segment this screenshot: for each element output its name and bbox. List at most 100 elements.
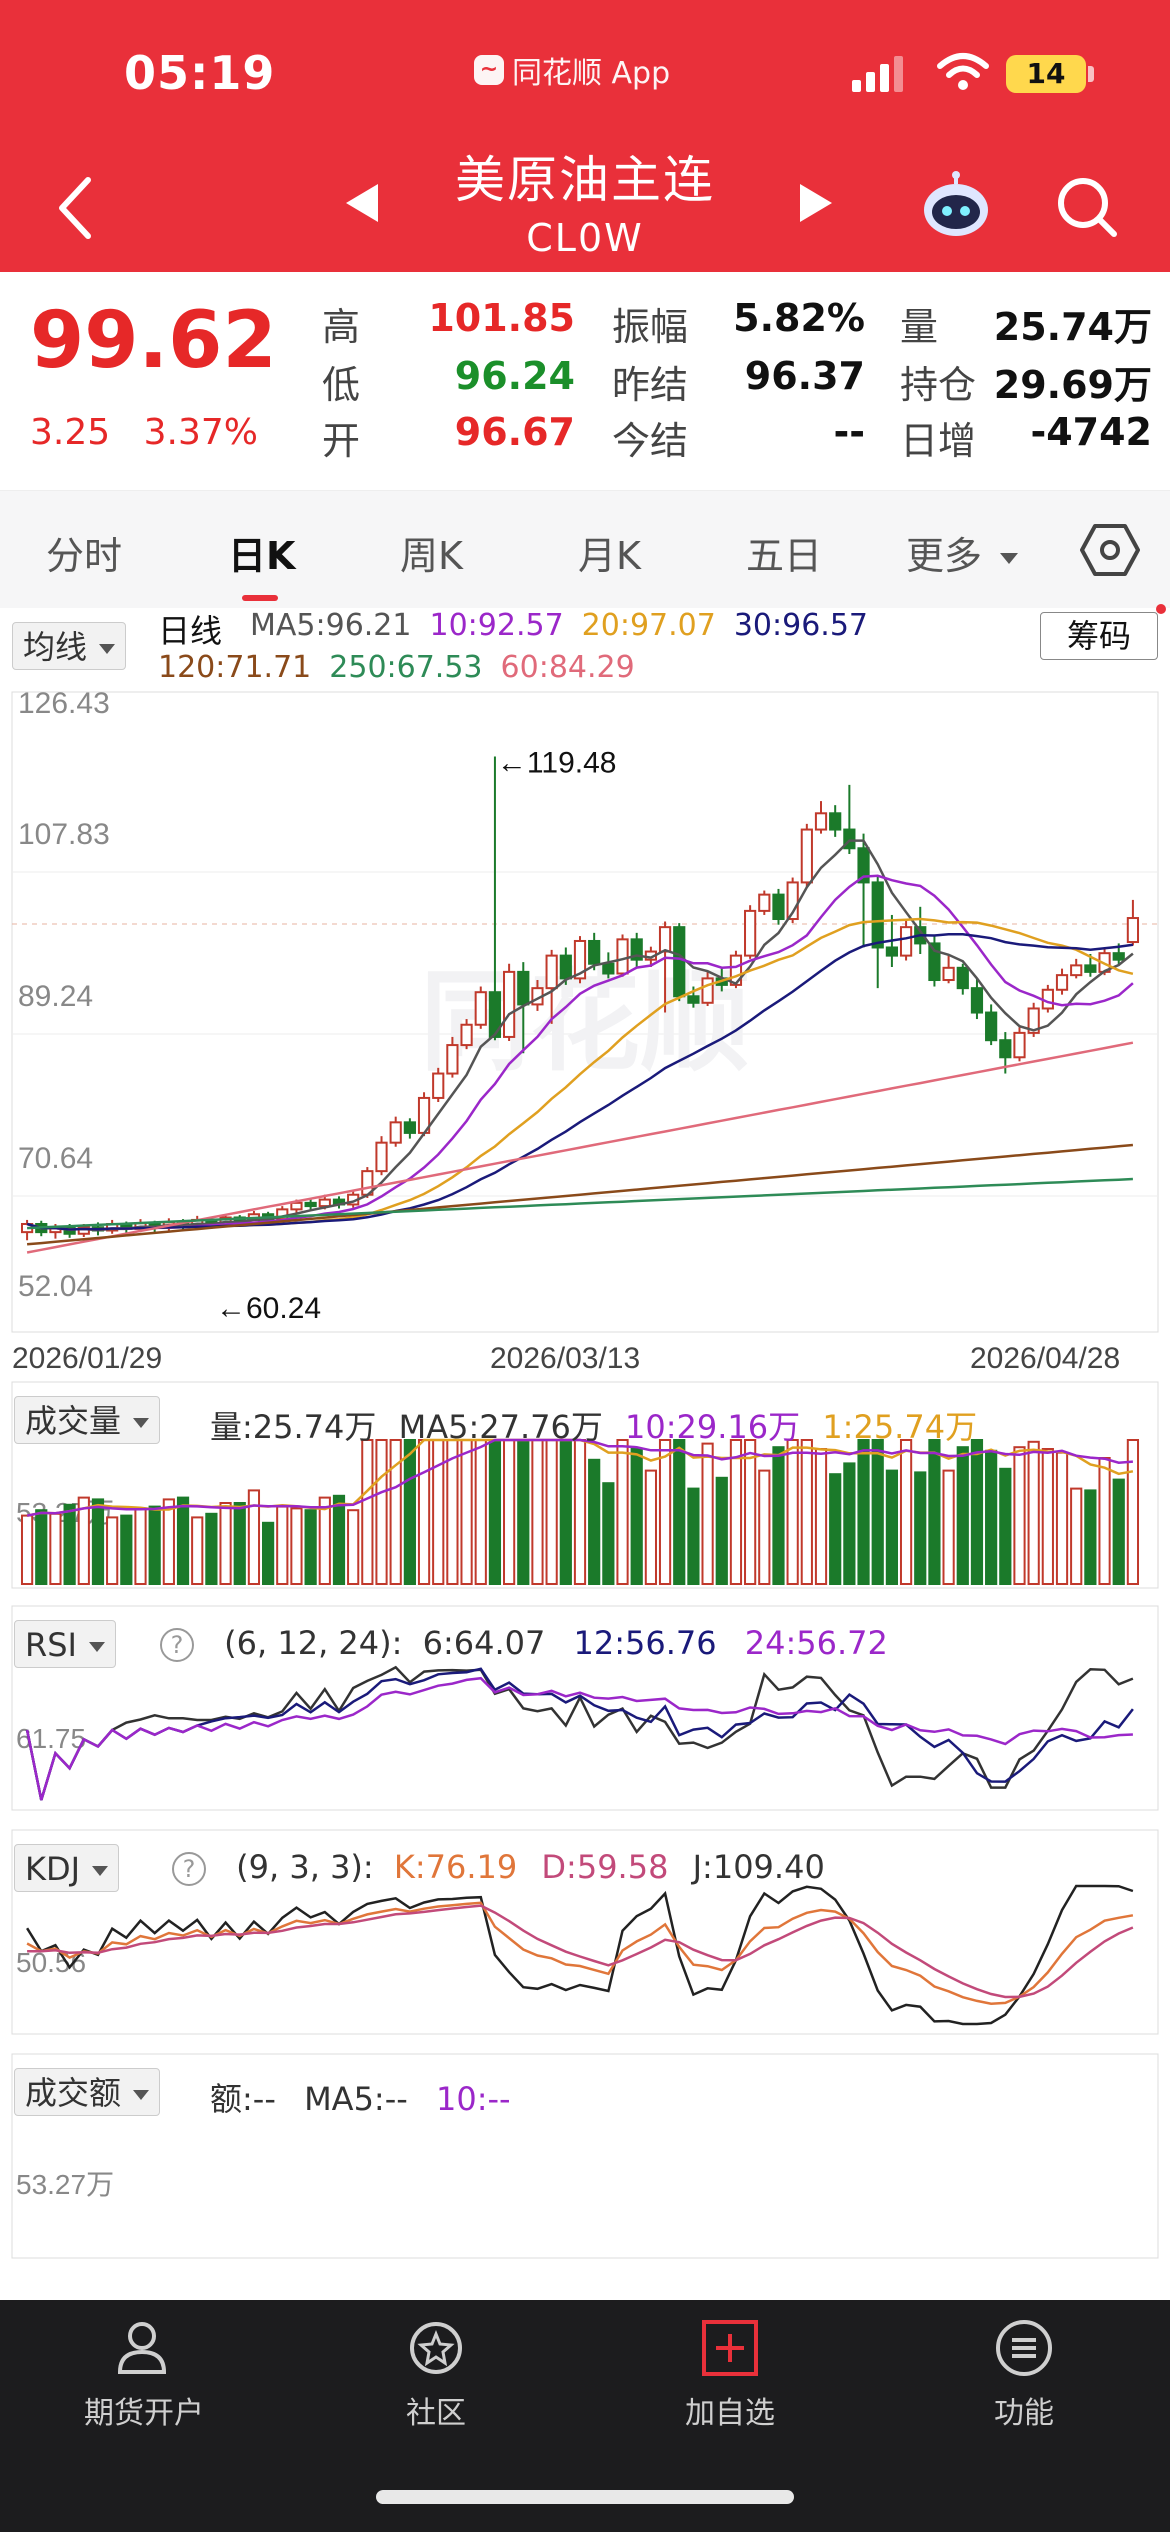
volume-bar xyxy=(134,1507,147,1586)
status-time: 05:19 xyxy=(124,46,276,100)
last-price: 99.62 xyxy=(30,296,277,386)
candle-body xyxy=(772,893,785,921)
candle-body xyxy=(474,991,487,1026)
candle-body xyxy=(1013,1031,1026,1059)
candle-body xyxy=(758,893,771,912)
low-price-label: ←60.24 xyxy=(216,1292,321,1325)
volume-bar xyxy=(715,1476,728,1586)
nav-functions[interactable]: 功能 xyxy=(924,2316,1124,2432)
volume-bar xyxy=(63,1503,76,1586)
volume-bar xyxy=(106,1516,119,1586)
kline-chart-canvas[interactable]: 126.43 107.83 89.24 70.64 52.04 同花顺 ←119.48 ←60… xyxy=(0,0,1170,2300)
app-logo-icon: ~ xyxy=(474,55,504,85)
tab-timeshare[interactable]: 分时 xyxy=(46,534,123,578)
volume-bar xyxy=(800,1439,813,1585)
help-icon[interactable]: ? xyxy=(160,1628,194,1662)
volume-bar xyxy=(332,1494,346,1586)
chip-distribution-button[interactable]: 筹码 xyxy=(1040,612,1158,660)
volume-ma10-line xyxy=(26,1438,1133,1517)
volume-bar xyxy=(970,1439,984,1585)
caret-down-icon xyxy=(99,644,116,654)
volume-bar xyxy=(503,1439,516,1585)
volume-bar xyxy=(928,1439,941,1585)
rsi6-line xyxy=(25,1665,1134,1801)
next-contract-button[interactable] xyxy=(796,180,836,226)
volume-ma-last: 1:25.74万 xyxy=(822,1408,978,1446)
candle-body xyxy=(63,1227,76,1235)
volume-bar xyxy=(531,1439,544,1585)
contract-code: CL0W xyxy=(526,216,644,260)
candle-body xyxy=(829,812,842,831)
volume-dropdown[interactable]: 成交量 xyxy=(14,1396,161,1444)
volume-bar xyxy=(205,1512,218,1586)
candle-body xyxy=(985,1011,998,1042)
settings-hexagon-icon[interactable] xyxy=(1080,520,1140,580)
ma5-line xyxy=(26,839,1134,1232)
volume-bar xyxy=(35,1509,48,1585)
volume-value: 量:25.74万 xyxy=(210,1408,377,1446)
caret-down-icon xyxy=(133,2090,150,2100)
volume-bar xyxy=(999,1467,1012,1586)
candle-body xyxy=(800,828,813,884)
rsi-dropdown[interactable]: RSI xyxy=(14,1620,116,1668)
kdj-dropdown[interactable]: KDJ xyxy=(14,1844,120,1892)
quote-field-value: 101.85 xyxy=(428,296,575,340)
ma-legend-item: 250:67.53 xyxy=(329,650,483,685)
active-tab-indicator xyxy=(242,595,278,601)
help-icon[interactable]: ? xyxy=(172,1852,206,1886)
quote-field-value: 96.67 xyxy=(454,410,575,454)
candle-body xyxy=(616,938,629,975)
back-button[interactable] xyxy=(48,172,104,244)
chevron-down-icon xyxy=(1000,553,1019,564)
date-label: 2026/04/28 xyxy=(970,1342,1120,1375)
caret-down-icon xyxy=(88,1642,105,1652)
tab-five-day[interactable]: 五日 xyxy=(746,534,823,578)
change-percent: 3.37% xyxy=(143,412,258,453)
volume-bar xyxy=(814,1448,828,1585)
volume-bar xyxy=(758,1469,771,1585)
nav-futures-account[interactable]: 期货开户 xyxy=(44,2316,244,2432)
tab-monthly-k[interactable]: 月K xyxy=(578,534,641,578)
candle-body xyxy=(928,942,941,982)
volume-bar xyxy=(460,1439,473,1585)
quote-field-value: -- xyxy=(833,410,865,454)
quote-field-value: 29.69万 xyxy=(993,363,1152,407)
quote-field-label: 高 xyxy=(322,305,361,349)
volume-bar xyxy=(403,1439,416,1585)
price-change: 3.25 3.37% xyxy=(30,412,280,453)
candle-body xyxy=(1126,917,1140,944)
account-icon xyxy=(117,2322,167,2374)
tab-weekly-k[interactable]: 周K xyxy=(400,534,463,578)
candle-body xyxy=(389,1121,402,1144)
caret-down-icon xyxy=(133,1418,150,1428)
ma250-line xyxy=(27,1177,1133,1230)
tab-more[interactable]: 更多 xyxy=(906,525,1019,580)
candle-body xyxy=(446,1044,459,1075)
nav-add-watchlist[interactable]: 加自选 xyxy=(630,2316,830,2432)
ma-legend-item: 20:97.07 xyxy=(581,608,716,643)
menu-icon xyxy=(996,2320,1052,2376)
amount-dropdown[interactable]: 成交额 xyxy=(14,2068,161,2116)
volume-bar xyxy=(77,1496,90,1585)
tab-daily-k[interactable]: 日K xyxy=(228,534,296,578)
search-icon[interactable] xyxy=(1054,174,1120,240)
prev-contract-button[interactable] xyxy=(342,180,382,226)
quote-field-label: 开 xyxy=(322,419,361,463)
kdj-dropdown-label: KDJ xyxy=(25,1850,81,1888)
status-app-indicator[interactable]: ~ 同花顺 App xyxy=(474,48,670,92)
candle-body xyxy=(786,881,799,921)
ma-dropdown[interactable]: 均线 xyxy=(12,622,127,670)
volume-bar xyxy=(630,1448,643,1585)
candle-body xyxy=(857,847,870,884)
assistant-robot-icon[interactable] xyxy=(918,168,994,244)
change-value: 3.25 xyxy=(30,412,111,453)
nav-community[interactable]: 社区 xyxy=(336,2316,536,2432)
volume-bar xyxy=(602,1482,615,1585)
ma60-line xyxy=(26,1041,1134,1254)
candle-body xyxy=(871,881,884,949)
candle-body xyxy=(673,926,686,998)
volume-bar xyxy=(829,1473,842,1585)
volume-bar xyxy=(885,1469,899,1585)
kdj-params: (9, 3, 3): xyxy=(236,1848,374,1886)
community-icon xyxy=(410,2322,462,2374)
